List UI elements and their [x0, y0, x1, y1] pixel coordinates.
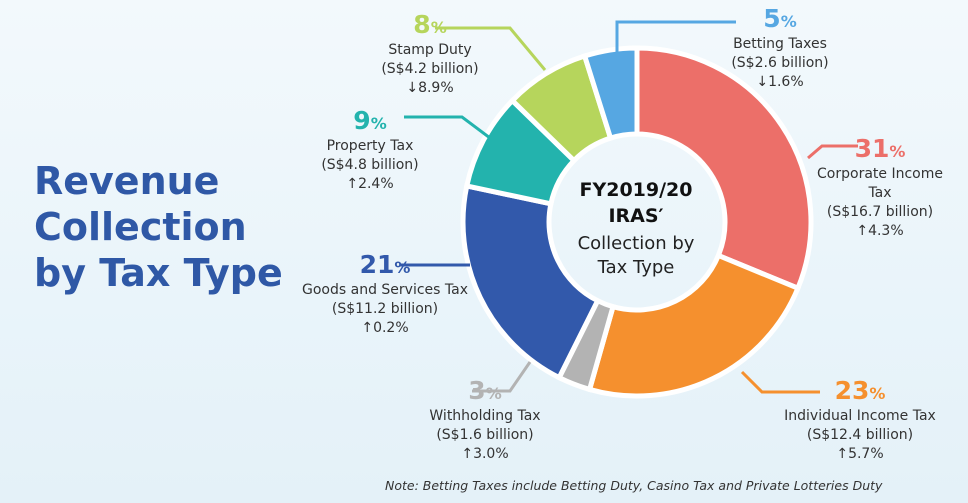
- arrow-up-icon: ↑: [856, 223, 869, 239]
- leader-line: [807, 144, 858, 160]
- slice-individual-income-tax: [586, 252, 802, 399]
- slice-amount: (S$11.2 billion): [331, 301, 439, 317]
- slice-amount: (S$16.7 billion): [826, 204, 934, 220]
- percent-value: 23: [834, 376, 870, 405]
- slice-amount: (S$4.8 billion): [321, 157, 419, 173]
- slice-change: ↑5.7%: [765, 445, 955, 464]
- leader-line: [472, 361, 532, 393]
- page-title: Revenue Collection by Tax Type: [34, 158, 283, 296]
- slice-label: 5% Betting Taxes (S$2.6 billion) ↓1.6%: [715, 6, 845, 92]
- arrow-up-icon: ↑: [361, 320, 374, 336]
- slice-name: Stamp Duty: [388, 42, 472, 58]
- change-value: 3.0%: [473, 446, 509, 462]
- title-line: Collection: [34, 205, 247, 249]
- title-line: by Tax Type: [34, 251, 283, 295]
- slice-corporate-income-tax: [634, 45, 814, 292]
- slice-name: Property Tax: [326, 138, 414, 154]
- percent-value: 31: [854, 134, 890, 163]
- slice-name: Corporate Income Tax: [817, 166, 943, 201]
- percent-value: 5: [763, 4, 781, 33]
- footnote: Note: Betting Taxes include Betting Duty…: [385, 478, 883, 493]
- slice-name: Betting Taxes: [733, 36, 827, 52]
- leader-line: [435, 26, 547, 71]
- center-label-line3: Collection by: [578, 233, 695, 254]
- center-label-line4: Tax Type: [597, 257, 675, 278]
- slice-label: 3% Withholding Tax (S$1.6 billion) ↑3.0%: [410, 378, 560, 464]
- percent-value: 9: [353, 106, 371, 135]
- percent-value: 21: [359, 250, 395, 279]
- slice-percent: 21%: [359, 250, 411, 279]
- slice-amount: (S$2.6 billion): [731, 55, 829, 71]
- slice-label: 31% Corporate Income Tax (S$16.7 billion…: [815, 136, 945, 241]
- slice-change: ↑0.2%: [290, 319, 480, 338]
- slice-name: Individual Income Tax: [784, 408, 936, 424]
- change-value: 0.2%: [373, 320, 409, 336]
- slice-percent: 31%: [854, 134, 906, 163]
- slice-change: ↓1.6%: [715, 73, 845, 92]
- slice-change: ↑3.0%: [410, 445, 560, 464]
- slice-goods-and-services-tax: [460, 183, 601, 381]
- slice-percent: 5%: [763, 4, 797, 33]
- slice-percent: 9%: [353, 106, 387, 135]
- slice-name: Goods and Services Tax: [302, 282, 468, 298]
- slice-label: 8% Stamp Duty (S$4.2 billion) ↓8.9%: [355, 12, 505, 98]
- change-value: 2.4%: [358, 176, 394, 192]
- slice-percent: 23%: [834, 376, 886, 405]
- center-label-line1: FY2019/20: [580, 179, 693, 201]
- change-value: 8.9%: [418, 80, 454, 96]
- arrow-up-icon: ↑: [346, 176, 359, 192]
- slice-amount: (S$4.2 billion): [381, 61, 479, 77]
- change-value: 1.6%: [768, 74, 804, 90]
- slice-percent: 8%: [413, 10, 447, 39]
- slice-change: ↑4.3%: [815, 222, 945, 241]
- arrow-up-icon: ↑: [836, 446, 849, 462]
- slice-amount: (S$12.4 billion): [806, 427, 914, 443]
- leader-line: [404, 115, 491, 140]
- change-value: 4.3%: [868, 223, 904, 239]
- center-label-line2: IRAS′: [608, 205, 663, 227]
- leader-line: [740, 370, 820, 394]
- percent-value: 8: [413, 10, 431, 39]
- slice-percent: 3%: [468, 376, 502, 405]
- arrow-down-icon: ↓: [756, 74, 769, 90]
- change-value: 5.7%: [848, 446, 884, 462]
- slice-change: ↓8.9%: [355, 79, 505, 98]
- slice-betting-taxes: [581, 45, 640, 142]
- leader-line: [615, 20, 736, 52]
- arrow-up-icon: ↑: [461, 446, 474, 462]
- slice-name: Withholding Tax: [429, 408, 541, 424]
- slice-amount: (S$1.6 billion): [436, 427, 534, 443]
- percent-value: 3: [468, 376, 486, 405]
- arrow-down-icon: ↓: [406, 80, 419, 96]
- title-line: Revenue: [34, 159, 220, 203]
- slice-label: 21% Goods and Services Tax (S$11.2 billi…: [290, 252, 480, 338]
- slice-change: ↑2.4%: [315, 175, 425, 194]
- slice-label: 9% Property Tax (S$4.8 billion) ↑2.4%: [315, 108, 425, 194]
- slice-label: 23% Individual Income Tax (S$12.4 billio…: [765, 378, 955, 464]
